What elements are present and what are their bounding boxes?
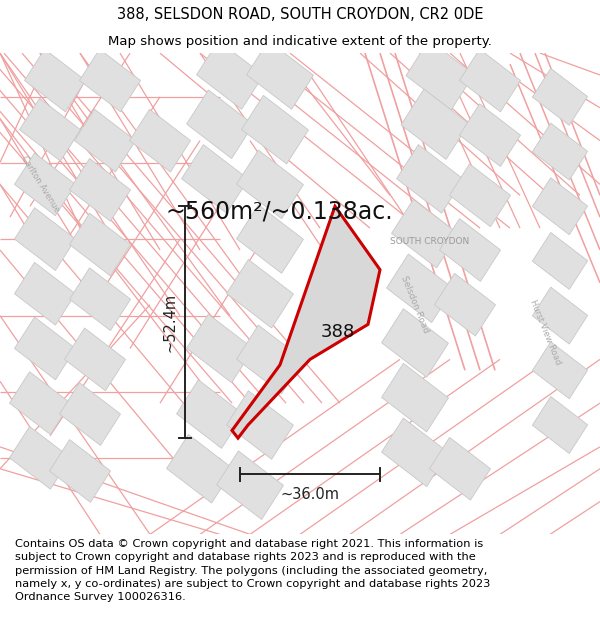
- Polygon shape: [197, 41, 263, 109]
- Polygon shape: [236, 150, 304, 219]
- Polygon shape: [386, 254, 454, 322]
- Polygon shape: [532, 342, 587, 399]
- Polygon shape: [460, 104, 521, 166]
- Polygon shape: [130, 109, 191, 172]
- Polygon shape: [236, 325, 304, 394]
- Text: Selsdon Road: Selsdon Road: [400, 274, 431, 335]
- Text: SOUTH CROYDON: SOUTH CROYDON: [390, 237, 469, 246]
- Polygon shape: [227, 391, 293, 459]
- Polygon shape: [10, 372, 71, 434]
- Text: 388, SELSDON ROAD, SOUTH CROYDON, CR2 0DE: 388, SELSDON ROAD, SOUTH CROYDON, CR2 0D…: [117, 8, 483, 22]
- Polygon shape: [532, 287, 587, 344]
- Polygon shape: [187, 90, 253, 159]
- Text: ~52.4m: ~52.4m: [162, 292, 177, 352]
- Polygon shape: [382, 309, 448, 378]
- Polygon shape: [19, 98, 80, 161]
- Text: 388: 388: [321, 323, 355, 341]
- Polygon shape: [70, 268, 131, 331]
- Polygon shape: [532, 396, 587, 454]
- Polygon shape: [532, 232, 587, 289]
- Polygon shape: [176, 380, 244, 448]
- Polygon shape: [430, 438, 491, 500]
- Text: ~560m²/~0.138ac.: ~560m²/~0.138ac.: [165, 200, 392, 224]
- Polygon shape: [167, 434, 233, 503]
- Text: Map shows position and indicative extent of the property.: Map shows position and indicative extent…: [108, 35, 492, 48]
- Polygon shape: [49, 439, 110, 503]
- Polygon shape: [70, 159, 131, 221]
- Polygon shape: [14, 317, 76, 380]
- Polygon shape: [434, 273, 496, 336]
- Polygon shape: [59, 382, 121, 446]
- Polygon shape: [14, 208, 76, 271]
- Polygon shape: [187, 314, 253, 382]
- Polygon shape: [392, 199, 458, 268]
- Polygon shape: [14, 262, 76, 325]
- Polygon shape: [460, 49, 521, 112]
- Polygon shape: [401, 89, 469, 159]
- Polygon shape: [382, 363, 448, 432]
- Polygon shape: [449, 164, 511, 227]
- Polygon shape: [232, 206, 380, 438]
- Polygon shape: [532, 68, 587, 126]
- Polygon shape: [14, 153, 76, 216]
- Polygon shape: [439, 219, 500, 281]
- Polygon shape: [532, 123, 587, 180]
- Polygon shape: [382, 418, 448, 487]
- Polygon shape: [74, 109, 136, 172]
- Polygon shape: [10, 426, 71, 489]
- Polygon shape: [79, 49, 140, 112]
- Polygon shape: [242, 96, 308, 164]
- Text: ~36.0m: ~36.0m: [281, 488, 340, 502]
- Polygon shape: [532, 177, 587, 235]
- Polygon shape: [25, 49, 86, 112]
- Polygon shape: [217, 451, 283, 519]
- Polygon shape: [182, 144, 248, 213]
- Polygon shape: [406, 40, 474, 110]
- Polygon shape: [227, 259, 293, 328]
- Polygon shape: [70, 213, 131, 276]
- Polygon shape: [247, 41, 313, 109]
- Text: Contains OS data © Crown copyright and database right 2021. This information is
: Contains OS data © Crown copyright and d…: [15, 539, 490, 602]
- Polygon shape: [236, 205, 304, 273]
- Polygon shape: [397, 144, 463, 213]
- Text: Hurst View Road: Hurst View Road: [528, 298, 562, 366]
- Text: Carlton Avenue: Carlton Avenue: [19, 154, 61, 214]
- Polygon shape: [64, 328, 125, 391]
